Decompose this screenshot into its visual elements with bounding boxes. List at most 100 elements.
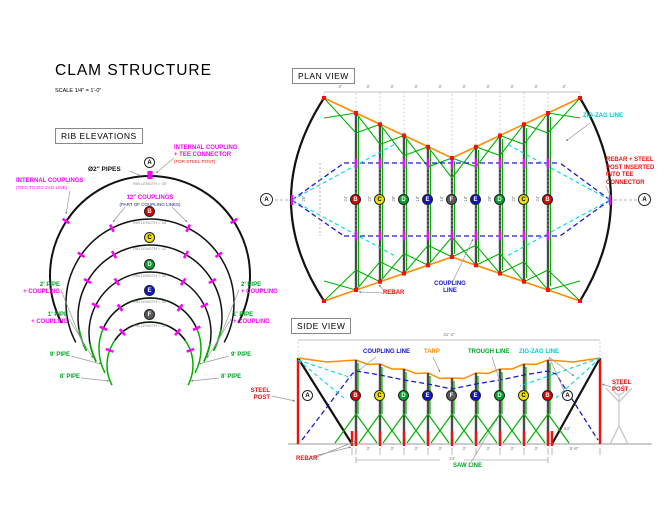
couplings-12-line1: 12" COUPLINGS	[126, 195, 174, 201]
saw-line-label: SAW LINE	[453, 463, 483, 469]
coupling-label-line2: LINE	[443, 288, 457, 295]
plan-vertex-dim: 28'	[301, 195, 307, 202]
plan-spacing-dim: 3'	[390, 84, 394, 89]
rib-length-a: RIB LENGTH = 40'	[133, 181, 167, 186]
pipe-coupling-text: + COUPLING	[23, 289, 60, 296]
tee-connector-symbol	[147, 171, 153, 179]
steel-post-label-right: STEEL POST	[612, 380, 631, 394]
rib-length-c: RIB LENGTH = 32'	[133, 246, 167, 251]
pipe-2ft-left: 2' PIPE + COUPLING	[20, 282, 60, 296]
rib-length-e: RIB LENGTH = 28'	[133, 299, 167, 304]
plan-rebar-label: REBAR	[383, 290, 405, 296]
rib-d-arc	[88, 271, 212, 362]
plan-coupling-line-label: COUPLING LINE	[428, 281, 472, 295]
couplings-12-label: 12" COUPLINGS (PART OF COUPLING LINES)	[112, 195, 188, 208]
rib-f-arc	[106, 321, 194, 386]
plan-zigzag-green-bottom	[323, 236, 581, 302]
side-rib-marker: C	[518, 390, 529, 401]
plan-rib-dim: 18'	[463, 195, 469, 202]
steel-post-line1: STEEL	[612, 380, 632, 386]
rebar-steel-line2: POST INSERTED	[606, 164, 655, 171]
plan-rib-marker: F	[446, 194, 457, 205]
side-spacing-dim: 3'	[366, 446, 370, 451]
side-leaders	[271, 356, 612, 465]
pipe-1ft-left: 1' PIPE + COUPLING	[28, 312, 68, 326]
side-coupling-line	[301, 370, 599, 441]
plan-coupling-ticks	[290, 158, 612, 241]
plan-spacing-dim: 3'	[338, 84, 342, 89]
side-spacing-dim: 3'	[510, 446, 514, 451]
plan-rib-dim: 16'	[439, 195, 445, 202]
couplings-12-line2: (PART OF COUPLING LINES)	[119, 202, 181, 208]
pipe-8ft-right: 8' PIPE	[221, 374, 242, 380]
side-ribs	[354, 360, 550, 444]
side-rib-marker: D	[398, 390, 409, 401]
plan-end-arc-left	[289, 97, 325, 302]
side-zigzag-cyan	[297, 357, 601, 399]
side-rebar-label: REBAR	[296, 456, 318, 462]
side-marker-a-right: A	[562, 390, 573, 401]
rib-marker-f: F	[144, 309, 155, 320]
rib-elevation-leaders	[60, 157, 240, 382]
saw-line-legs	[334, 413, 570, 444]
side-spacing-dim: 3'	[390, 446, 394, 451]
page-title: CLAM STRUCTURE	[55, 62, 212, 79]
rib-c-arc	[77, 244, 223, 352]
steel-post-label-left: STEEL POST	[244, 388, 270, 402]
side-rib-marker: E	[422, 390, 433, 401]
coupling-label-line1: COUPLING	[434, 281, 466, 287]
rib-marker-b: B	[144, 206, 155, 217]
side-view-header: SIDE VIEW	[291, 318, 352, 335]
coupling-tee-line2: + TEE CONNECTOR	[174, 152, 232, 159]
side-coupling-line-label: COUPLING LINE	[363, 349, 411, 355]
side-view-drawing	[271, 339, 652, 465]
plan-rib-dim: 20'	[487, 195, 493, 202]
plan-rib-marker: E	[422, 194, 433, 205]
side-spacing-dim: 3'	[462, 446, 466, 451]
plan-rib-dim: 22'	[367, 195, 373, 202]
rib-marker-c: C	[144, 232, 155, 243]
side-rebar-stubs	[350, 431, 554, 446]
plan-marker-a-right: A	[638, 193, 651, 206]
pipe-8ft-left: 8' PIPE	[59, 374, 80, 380]
side-trough-line-label: TROUGH LINE	[468, 349, 510, 355]
scale-note: SCALE 1/4" = 1'-0"	[55, 88, 102, 94]
internal-couplings-label: INTERNAL COUPLINGS (TIED TO ZIG ZAG LINE…	[16, 178, 84, 191]
side-top-dim: 41'-4"	[429, 332, 469, 338]
pipe-9ft-left: 9' PIPE	[49, 352, 70, 358]
plan-rib-marker: D	[398, 194, 409, 205]
pipe-coupling-text: + COUPLING	[233, 319, 270, 326]
plan-rib-marker: D	[494, 194, 505, 205]
pipes-label: Ø2" PIPES	[88, 166, 121, 173]
plan-rebar-steel-label: REBAR + STEEL POST INSERTED INTO TEE CON…	[606, 157, 654, 187]
side-zigzag-line-label: ZIG-ZAG LINE	[519, 349, 559, 355]
plan-rib-dim: 24'	[535, 195, 541, 202]
side-spacing-dim: 3'	[438, 446, 442, 451]
pipe-coupling-text: + COUPLING	[241, 289, 278, 296]
coupling-tee-line3: (FOR STEEL POST)	[174, 159, 216, 165]
plan-spacing-dim: 3'	[366, 84, 370, 89]
plan-top-extensions	[323, 92, 581, 156]
plan-spacing-dim: 3'	[510, 84, 514, 89]
rib-length-b: RIB LENGTH = 34'	[133, 220, 167, 225]
pipe-2ft-text: 2' PIPE	[39, 282, 60, 288]
plan-rib-dim: 20'	[391, 195, 397, 202]
side-marker-a-left: A	[302, 390, 313, 401]
pipe-2ft-text: 2' PIPE	[241, 282, 262, 288]
plan-view-drawing	[275, 91, 637, 303]
plan-zigzag-cyan	[291, 142, 611, 258]
side-offset-dim: 5'-8"	[569, 446, 579, 451]
plan-spacing-dim: 3'	[414, 84, 418, 89]
plan-rebar-squares	[322, 96, 582, 303]
plan-spacing-dim: 3'	[462, 84, 466, 89]
side-tarp-label: TARP	[424, 349, 440, 355]
rib-marker-a: A	[144, 157, 155, 168]
rib-b-arc	[65, 218, 235, 343]
plan-marker-a-left: A	[260, 193, 273, 206]
side-rib-marker: B	[542, 390, 553, 401]
plan-rib-marker: C	[518, 194, 529, 205]
rib-length-d: RIB LENGTH = 30'	[133, 273, 167, 278]
rib-length-f: RIB LENGTH = 26'	[133, 323, 167, 328]
steel-post-line1: STEEL	[250, 388, 270, 394]
